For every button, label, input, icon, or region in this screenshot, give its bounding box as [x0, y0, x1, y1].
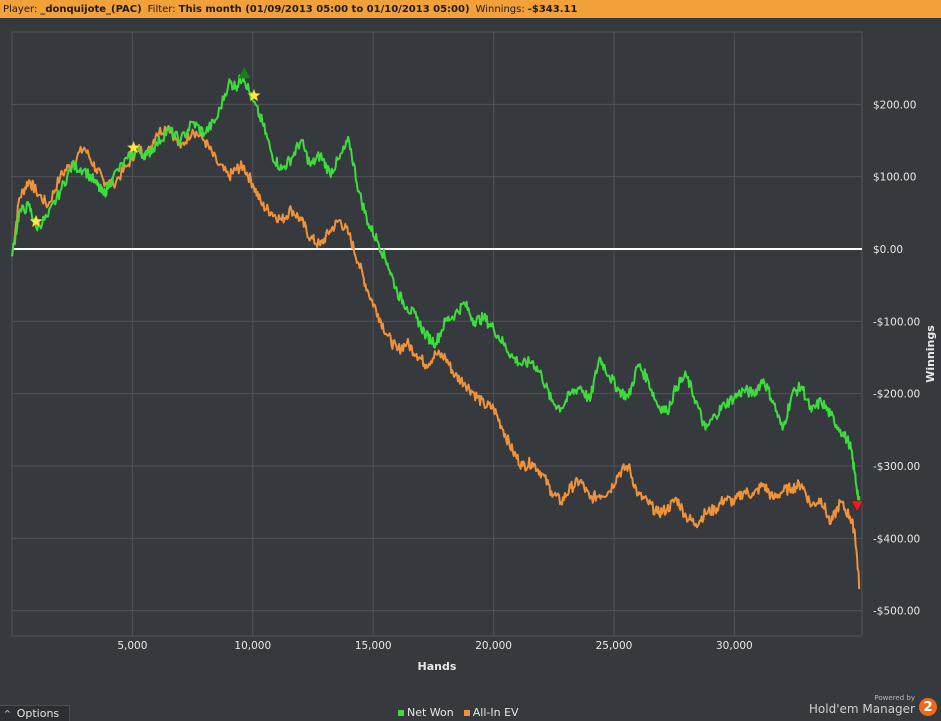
legend-label-net-won: Net Won	[407, 706, 454, 719]
winnings-graph: $200.00 $100.00 $0.00 -$100.00 -$200.00 -$300…	[11, 31, 937, 673]
winnings-value: -$343.11	[527, 3, 578, 15]
legend-item-net-won[interactable]: Net Won	[398, 706, 454, 719]
brand-powered-by: Powered by	[874, 694, 915, 702]
y-axis-title: Winnings	[924, 325, 937, 383]
winnings-label: Winnings:	[475, 3, 525, 15]
y-tick-label: $100.00	[873, 172, 916, 184]
filter-value: This month (01/09/2013 05:00 to 01/10/20…	[178, 3, 470, 15]
y-tick-label: -$300.00	[873, 461, 920, 473]
brand-name: Hold'em Manager	[808, 702, 915, 716]
chart-legend: Net Won All-In EV	[398, 706, 529, 719]
y-tick-label: -$500.00	[873, 606, 920, 618]
star-marker	[126, 140, 141, 154]
x-tick-label: 5,000	[117, 640, 147, 652]
chart-header: Player: _donquijote_(PAC) Filter: This m…	[0, 0, 941, 18]
legend-swatch-all-in-ev	[463, 709, 470, 716]
y-tick-label: -$100.00	[873, 316, 920, 328]
x-tick-label: 25,000	[596, 640, 633, 652]
legend-item-all-in-ev[interactable]: All-In EV	[463, 706, 519, 719]
y-tick-label: -$200.00	[873, 389, 920, 401]
min-marker	[850, 500, 864, 513]
star-marker	[29, 214, 43, 228]
player-label: Player:	[3, 3, 38, 15]
star-marker	[247, 88, 261, 102]
player-value: _donquijote_(PAC)	[40, 3, 142, 15]
x-tick-label: 15,000	[355, 640, 392, 652]
x-tick-label: 10,000	[234, 640, 271, 652]
y-tick-label: -$400.00	[873, 533, 920, 545]
x-axis-title: Hands	[418, 660, 457, 673]
series-line-all-in-ev	[11, 125, 861, 590]
y-tick-label: $200.00	[873, 99, 916, 111]
legend-label-all-in-ev: All-In EV	[472, 706, 519, 719]
brand-mark: Powered by Hold'em Manager 2	[809, 694, 937, 716]
options-label: Options	[16, 707, 60, 720]
options-button[interactable]: ^ Options	[0, 705, 70, 721]
x-tick-label: 30,000	[716, 640, 753, 652]
x-tick-label: 20,000	[475, 640, 512, 652]
legend-swatch-net-won	[398, 709, 404, 716]
y-tick-label: $0.00	[873, 244, 903, 256]
series-line-net-won	[11, 74, 861, 506]
hem-logo-icon: 2	[919, 698, 937, 716]
filter-label: Filter:	[147, 3, 176, 15]
chevron-up-icon: ^	[4, 709, 11, 718]
plot-frame	[11, 31, 863, 637]
max-marker	[238, 67, 251, 79]
